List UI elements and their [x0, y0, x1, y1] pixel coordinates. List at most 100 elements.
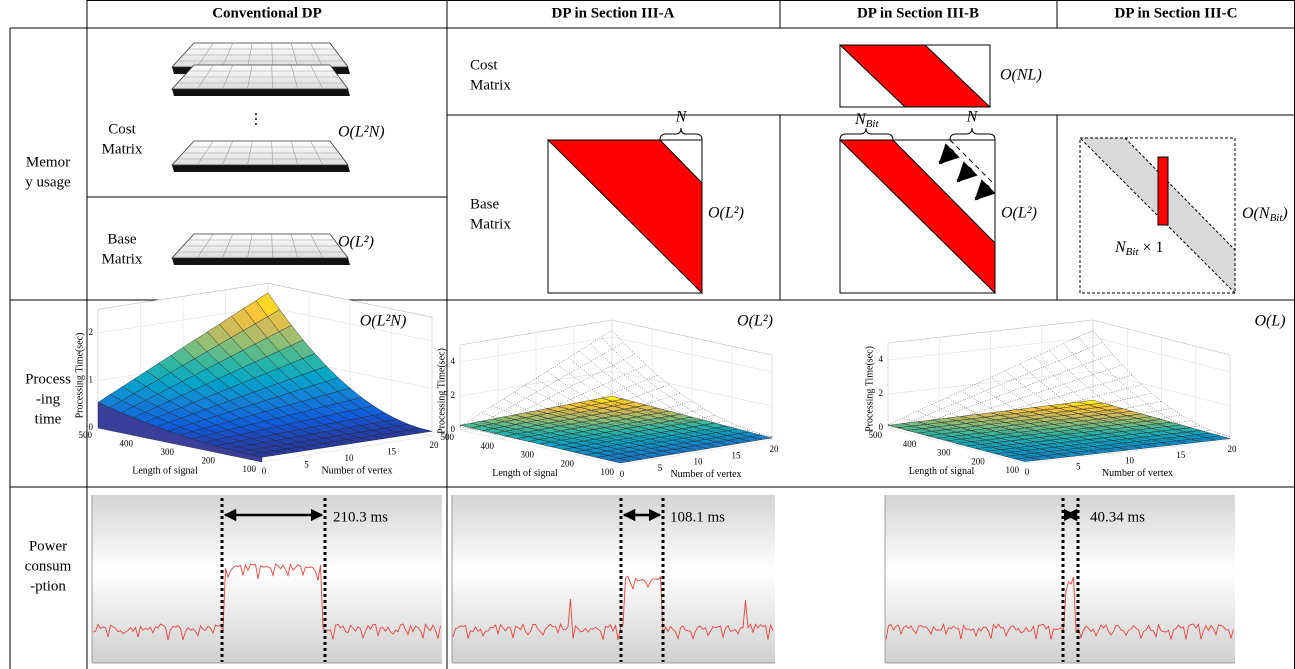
reference-wire [524, 385, 686, 452]
reference-wire [459, 329, 613, 427]
reference-wire [494, 364, 647, 435]
length-tick-label: 500 [869, 430, 883, 440]
duration-label: 210.3 ms [333, 509, 388, 525]
column-header: Conventional DP [212, 5, 322, 21]
vertex-tick-label: 10 [1125, 456, 1135, 466]
reference-wire [597, 429, 750, 457]
reference-wire [568, 357, 729, 444]
length-tick-label: 200 [561, 458, 575, 468]
slab-edge [172, 258, 350, 265]
symbol: N [1114, 239, 1127, 256]
length-tick-label: 200 [971, 456, 985, 466]
z-tick-label: 0 [879, 422, 884, 432]
reference-wire [492, 405, 653, 457]
bracket-label: NBit [854, 111, 879, 130]
subscript: Bit [1126, 246, 1140, 258]
length-tick-label: 400 [120, 439, 134, 449]
reference-wire [600, 336, 762, 439]
bracket-label: N [966, 109, 979, 126]
x-axis-label: Length of signal [492, 468, 558, 479]
z-axis-label: Processing Time(sec) [74, 333, 85, 419]
cell-label: Base [107, 231, 137, 247]
power-plots: 210.3 ms 108.1 ms 40.34 ms [91, 495, 1235, 664]
surface-skirt [97, 402, 263, 463]
surface-patch [1015, 457, 1040, 462]
length-tick-label: 100 [1006, 465, 1020, 475]
reference-wire [551, 408, 704, 447]
vertex-tick-label: 0 [1025, 467, 1030, 477]
row-label: consum [25, 558, 72, 574]
z-tick-label: 0 [89, 422, 94, 432]
y-axis-label: Number of vertex [670, 469, 741, 480]
power-trace [92, 562, 441, 641]
length-tick-label: 400 [903, 439, 917, 449]
z-tick-label: 2 [451, 390, 456, 400]
reference-wire [611, 330, 773, 437]
vertex-tick-label: 10 [694, 457, 704, 467]
reference-wire [936, 384, 1142, 438]
row-label: Memor [26, 154, 70, 170]
z-axis-label: Processing Time(sec) [436, 348, 447, 434]
subscript: Bit [1270, 212, 1284, 224]
cell-label: Matrix [102, 251, 143, 267]
power-panel: 40.34 ms [884, 495, 1235, 664]
reference-wire [585, 425, 738, 455]
z-tick-label: 4 [879, 354, 884, 364]
reference-wire [1034, 357, 1172, 444]
z-tick-label: 2 [879, 388, 884, 398]
duration-label: 40.34 ms [1090, 509, 1145, 525]
column-header: DP in Section III-A [552, 5, 675, 21]
complexity: O(L²) [737, 313, 773, 330]
row-label: y usage [25, 174, 71, 190]
x-axis-label: Length of signal [909, 466, 975, 477]
symbol: × 1 [1139, 239, 1164, 256]
row-label: time [35, 411, 62, 427]
row-label: -ing [36, 391, 61, 407]
vertex-tick-label: 20 [770, 444, 780, 454]
length-tick-label: 300 [521, 450, 535, 460]
reference-wire [946, 393, 1152, 440]
y-axis-label: Number of vertex [321, 465, 392, 476]
reference-wire [557, 364, 718, 446]
reference-wire [975, 383, 1113, 450]
symbol: ) [1281, 205, 1287, 222]
row-label: Process [25, 371, 71, 387]
cell-label: Matrix [470, 77, 511, 93]
column-header: DP in Section III-C [1115, 5, 1238, 21]
length-tick-label: 100 [601, 467, 615, 477]
vertex-tick-label: 5 [658, 463, 663, 473]
grid-line [459, 345, 621, 466]
cost-matrix-diagram [838, 44, 992, 108]
reference-wire [976, 414, 1182, 448]
complexity: O(L²) [708, 205, 744, 222]
length-tick-label: 300 [161, 447, 175, 457]
reference-wire [887, 329, 1094, 425]
slab-edge [172, 89, 350, 96]
vertex-tick-label: 20 [1228, 444, 1238, 454]
vertex-tick-label: 15 [732, 450, 742, 460]
reference-wire [608, 433, 761, 460]
reference-wire [482, 353, 636, 432]
length-tick-label: 500 [441, 432, 455, 442]
band-matrix-diagram [1078, 137, 1236, 295]
cell-label: Cost [108, 121, 136, 137]
base-matrix-diagram [838, 127, 996, 295]
reference-wire [927, 374, 1133, 435]
grid-line [887, 343, 1026, 464]
reference-wire [917, 364, 1123, 433]
complexity: O(L²) [1001, 205, 1037, 222]
bracket-label: N [675, 109, 688, 126]
subscript: Bit [866, 118, 880, 130]
length-tick-label: 200 [202, 456, 216, 466]
length-tick-label: 500 [79, 430, 93, 440]
vertex-tick-label: 20 [430, 440, 440, 450]
cell-label: Cost [470, 57, 498, 73]
reference-wire [619, 436, 773, 462]
z-axis-label: Processing Time(sec) [864, 346, 875, 432]
reference-wire [546, 371, 707, 448]
column-header: DP in Section III-B [857, 5, 979, 21]
power-background [92, 495, 442, 663]
z-tick-label: 4 [451, 356, 456, 366]
vertex-tick-label: 0 [262, 466, 267, 476]
length-tick-label: 300 [937, 448, 951, 458]
